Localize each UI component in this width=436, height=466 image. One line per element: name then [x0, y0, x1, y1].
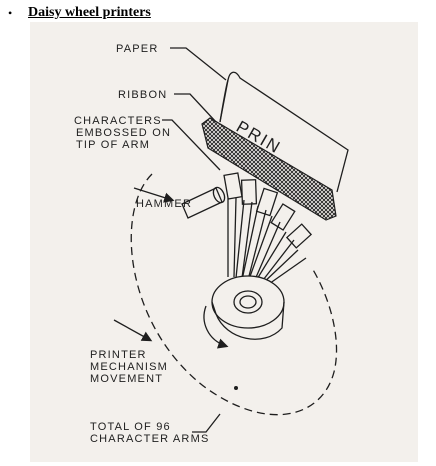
hammer-arrow-icon [133, 187, 175, 203]
label-mechanism-1: PRINTER [90, 349, 147, 361]
label-paper: PAPER [116, 43, 158, 55]
section-heading: • Daisy wheel printers [8, 4, 151, 22]
label-characters-2: EMBOSSED ON [76, 127, 171, 139]
bullet-icon: • [8, 5, 13, 20]
character-tip [285, 223, 313, 249]
character-tip [240, 179, 258, 205]
label-mechanism-2: MECHANISM [90, 361, 168, 373]
rotation-arrow-icon [203, 305, 229, 349]
character-tip [255, 187, 279, 217]
character-tip [270, 203, 296, 231]
label-characters-1: CHARACTERS [74, 115, 162, 127]
arms-leader [192, 413, 221, 433]
diagram-canvas: PRIN [74, 43, 349, 445]
label-characters-3: TIP OF ARM [76, 139, 150, 151]
daisy-wheel-arms [223, 172, 313, 287]
hammer [181, 186, 226, 219]
wheel-hub [211, 275, 285, 340]
ribbon-leader [174, 93, 217, 123]
label-arms-1: TOTAL OF 96 [90, 421, 171, 433]
daisy-wheel-diagram: PRIN [30, 22, 418, 462]
label-ribbon: RIBBON [118, 89, 167, 101]
label-mechanism-3: MOVEMENT [90, 373, 163, 385]
ribbon [201, 117, 337, 221]
label-hammer: HAMMER [136, 198, 192, 210]
characters-leader [162, 119, 221, 171]
section-title: Daisy wheel printers [28, 5, 151, 20]
label-arms-2: CHARACTER ARMS [90, 433, 209, 445]
disc-dot [234, 386, 238, 390]
character-arms-orbit [130, 173, 338, 416]
paper-leader [170, 47, 227, 81]
mechanism-movement-arrow-icon [113, 319, 153, 342]
character-tip [223, 172, 243, 200]
